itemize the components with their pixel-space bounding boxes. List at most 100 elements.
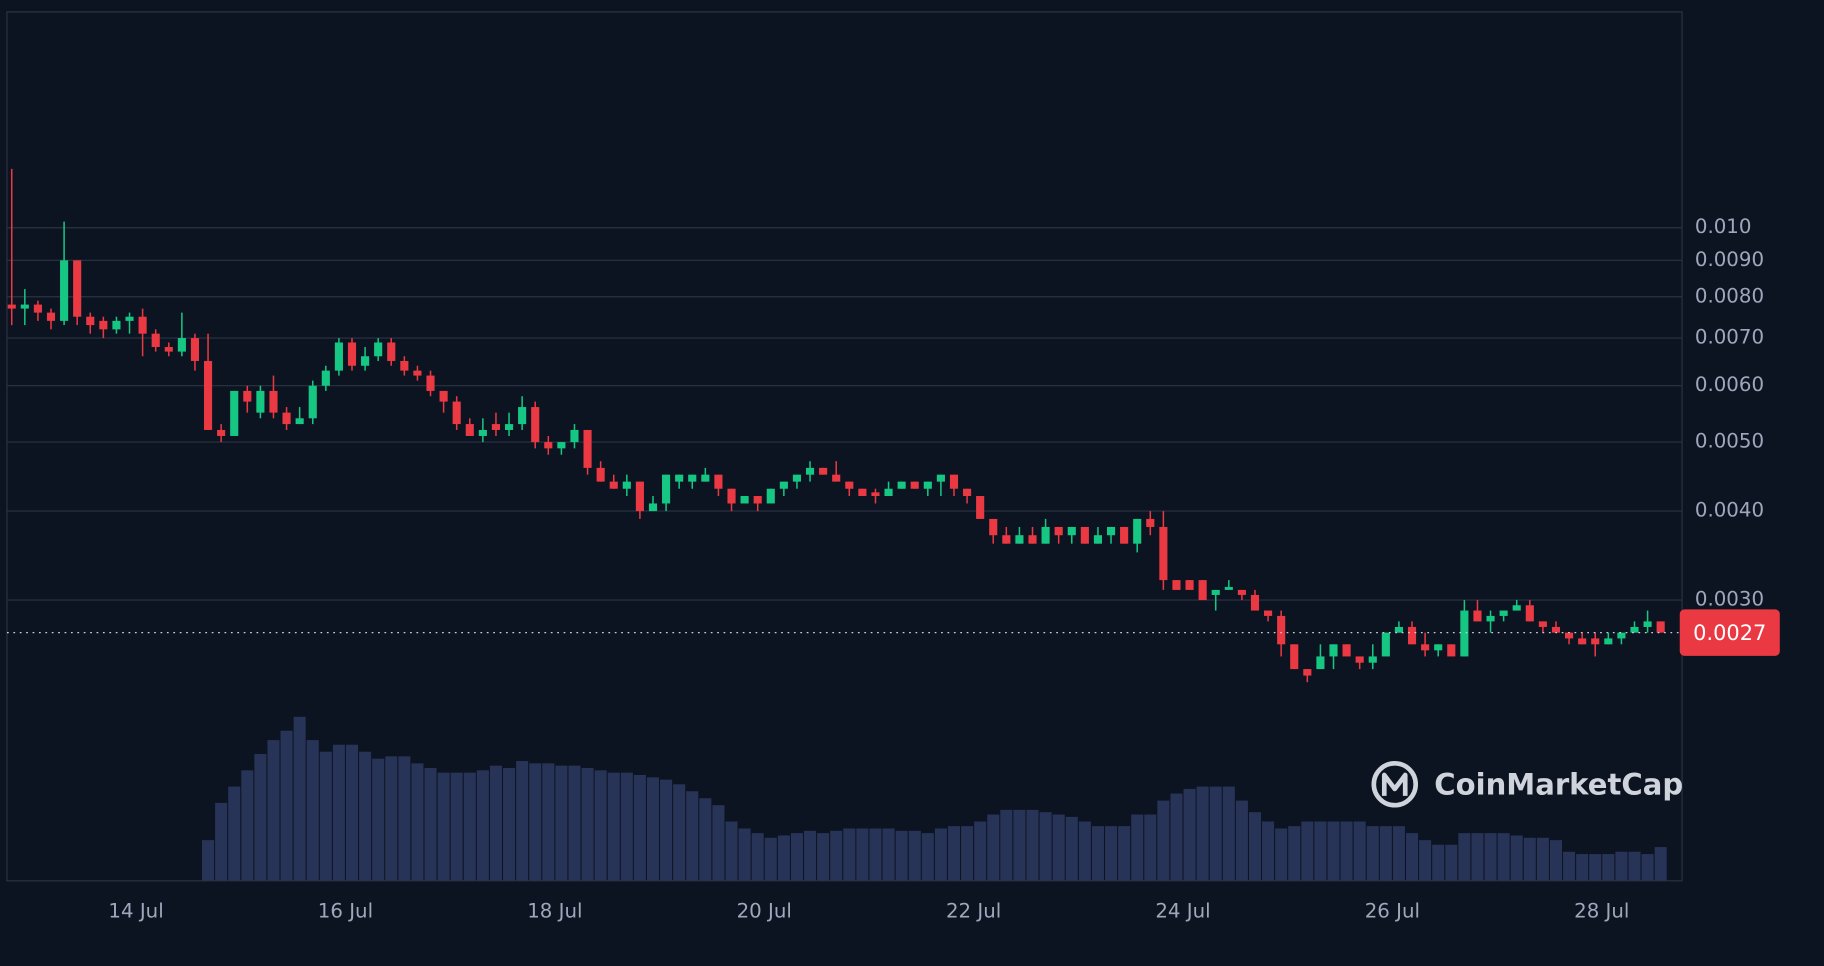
candle-body — [217, 429, 226, 436]
candle-body — [308, 385, 317, 419]
candle-body — [452, 401, 461, 425]
candle-body — [7, 304, 16, 309]
candle-body — [347, 342, 357, 366]
volume-bar — [359, 751, 372, 881]
candle-body — [635, 481, 644, 512]
volume-bar — [1379, 826, 1392, 881]
volume-bar — [869, 828, 882, 881]
volume-bar — [241, 770, 254, 881]
volume-bar — [725, 821, 738, 881]
watermark-logo — [1371, 761, 1419, 808]
candle-body — [518, 407, 527, 425]
candle-body — [1303, 669, 1312, 676]
candle-body — [190, 338, 200, 361]
candle-body — [20, 304, 29, 309]
volume-bar — [947, 826, 961, 881]
candle-body — [557, 442, 566, 449]
x-tick-label: 26 Jul — [1365, 900, 1420, 923]
candle-body — [609, 481, 618, 489]
candle-body — [1054, 526, 1063, 536]
volume-bar — [293, 716, 306, 881]
volume-bar — [1576, 854, 1589, 881]
last-price-tag — [1679, 609, 1780, 656]
candle-body — [976, 496, 985, 519]
volume-bar — [1654, 847, 1667, 881]
candle-body — [230, 390, 239, 436]
candle-body — [871, 492, 880, 497]
volume-bar — [215, 802, 228, 881]
volume-bar — [385, 756, 398, 881]
candle-body — [779, 481, 788, 489]
candle-body — [46, 312, 56, 321]
volume-bar — [280, 730, 293, 881]
candle-body — [1002, 535, 1011, 544]
volume-bar — [529, 763, 542, 881]
candle-body — [387, 342, 396, 361]
volume-bar — [633, 774, 646, 881]
volume-bar — [1445, 844, 1458, 881]
volume-bar — [1419, 840, 1432, 881]
volume-bar — [1484, 833, 1497, 881]
candle-body — [400, 360, 409, 371]
volume-bar — [1105, 826, 1118, 881]
candle-body — [1120, 526, 1129, 544]
candle-body — [321, 370, 330, 386]
candle-body — [1198, 580, 1207, 601]
candle-body — [426, 375, 435, 391]
volume-bar — [620, 772, 633, 881]
candle-body — [858, 488, 867, 497]
volume-bar — [1602, 854, 1615, 881]
candle-body — [766, 488, 775, 504]
candle-body — [727, 488, 736, 504]
watermark: CoinMarketCap — [1371, 761, 1683, 808]
candle-body — [1093, 535, 1102, 544]
volume-bar — [817, 833, 830, 881]
candle-body — [949, 474, 959, 489]
plot-frame — [6, 11, 1683, 882]
x-tick-label: 24 Jul — [1155, 900, 1210, 923]
volume-bar — [1353, 821, 1366, 881]
volume-bar — [202, 840, 215, 881]
volume-bar — [686, 791, 699, 881]
x-tick-label: 14 Jul — [108, 900, 163, 923]
candle-body — [1159, 526, 1168, 581]
candle-body — [1316, 656, 1325, 670]
x-tick-label: 22 Jul — [946, 900, 1001, 923]
candle-body — [125, 316, 134, 321]
candle-body — [1578, 638, 1587, 645]
candle-body — [1290, 644, 1299, 670]
volume-bar — [1549, 840, 1562, 881]
volume-bar — [516, 761, 529, 881]
candle-body — [923, 481, 932, 489]
candle-body — [478, 429, 487, 436]
volume-bar — [699, 798, 712, 881]
y-tick-label: 0.0030 — [1695, 588, 1764, 611]
volume-bar — [934, 828, 947, 881]
candle-body — [86, 316, 95, 326]
volume-bar — [1314, 821, 1327, 881]
candle-body — [413, 370, 422, 376]
volume-bar — [908, 830, 921, 881]
candle-body — [1277, 615, 1286, 645]
volume-bar — [1497, 833, 1510, 881]
grid — [6, 227, 1683, 601]
volume-bar — [254, 754, 267, 881]
volume-bar — [1523, 837, 1536, 881]
volume-bar — [542, 763, 555, 881]
volume-bar — [411, 763, 424, 881]
x-tick-label: 28 Jul — [1574, 900, 1629, 923]
volume-bar — [974, 821, 987, 881]
volume-bar — [1065, 816, 1078, 881]
volume-bar — [856, 828, 869, 881]
candle-body — [1080, 526, 1089, 544]
y-tick-label: 0.010 — [1695, 215, 1752, 238]
volume-bar — [1209, 786, 1222, 881]
volume-bar — [790, 833, 803, 881]
candle-body — [1015, 535, 1024, 544]
candle-body — [675, 474, 684, 482]
candle-body — [99, 320, 108, 330]
volume-bar — [1471, 833, 1484, 881]
candle-body — [570, 429, 579, 443]
y-tick-label: 0.0040 — [1695, 499, 1764, 522]
volume-bar — [1589, 854, 1602, 881]
